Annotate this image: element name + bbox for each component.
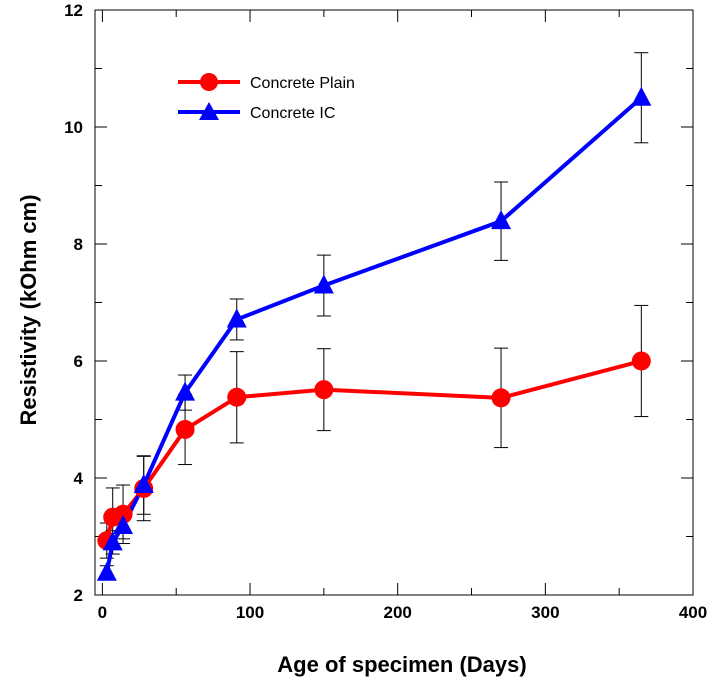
x-tick-label: 300: [531, 603, 559, 622]
data-point-plain: [631, 351, 651, 371]
x-tick-label: 100: [236, 603, 264, 622]
legend-label-ic: Concrete IC: [250, 105, 335, 122]
y-tick-label: 12: [64, 1, 83, 20]
series-line-ic: [104, 96, 643, 574]
data-point-ic: [491, 210, 512, 230]
data-point-plain: [175, 419, 195, 439]
data-point-ic: [631, 86, 652, 106]
x-tick-label: 0: [98, 603, 107, 622]
x-axis-title: Age of specimen (Days): [277, 652, 526, 677]
x-tick-label: 200: [384, 603, 412, 622]
y-tick-label: 4: [74, 469, 84, 488]
legend-label-plain: Concrete Plain: [250, 75, 355, 92]
data-point-plain: [113, 504, 133, 524]
y-tick-label: 2: [74, 586, 83, 605]
data-point-plain: [227, 387, 247, 407]
axis-ticks: [95, 9, 694, 596]
x-tick-label: 400: [679, 603, 707, 622]
legend-marker-ic: [199, 102, 219, 120]
data-point-plain: [314, 380, 334, 400]
y-tick-label: 8: [74, 235, 83, 254]
data-point-ic: [113, 514, 134, 534]
data-point-ic: [313, 274, 334, 294]
data-point-ic: [226, 308, 247, 328]
legend: Concrete Plain Concrete IC: [178, 73, 355, 122]
series-lines: [104, 96, 643, 574]
data-point-ic: [175, 381, 196, 401]
data-point-ic: [102, 531, 123, 551]
y-tick-label: 6: [74, 352, 83, 371]
data-point-ic: [96, 561, 117, 581]
legend-marker-plain: [200, 73, 218, 91]
error-bars: [99, 52, 649, 581]
y-axis-title: Resistivity (kOhm cm): [16, 194, 41, 425]
series-markers: [96, 86, 652, 581]
data-point-ic: [133, 474, 154, 494]
y-tick-label: 10: [64, 118, 83, 137]
data-point-plain: [491, 388, 511, 408]
tick-labels: 0 100 200 300 400 2 4 6 8 10 12: [64, 1, 707, 622]
plot-frame: [94, 9, 694, 596]
